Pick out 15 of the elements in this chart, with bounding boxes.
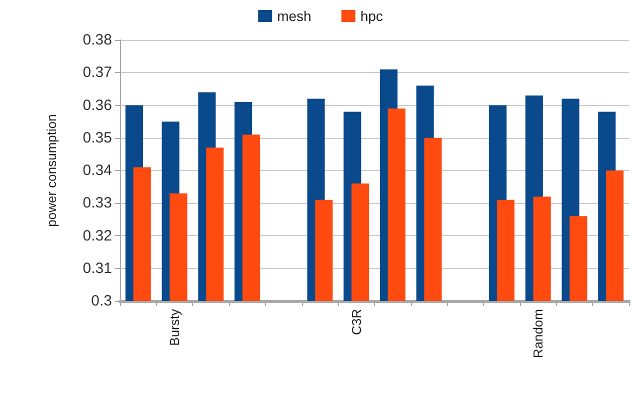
y-axis-title: power consumption	[44, 114, 59, 227]
legend-label: mesh	[277, 8, 312, 24]
x-tick-label: Random	[530, 309, 546, 358]
y-tick-label: 0.35	[82, 129, 112, 146]
y-tick-label: 0.38	[82, 32, 112, 48]
legend-label: hpc	[360, 8, 383, 24]
y-tick-label: 0.32	[82, 227, 112, 244]
y-tick-label: 0.34	[82, 162, 112, 179]
y-tick-label: 0.33	[82, 194, 112, 212]
y-tick-label: 0.3	[91, 292, 112, 310]
x-tick-label: C3R	[348, 309, 364, 336]
y-tick-label: 0.37	[82, 64, 112, 82]
y-tick-label: 0.31	[82, 260, 112, 277]
x-tick-label: Bursty	[167, 308, 182, 346]
y-tick-label: 0.36	[82, 96, 112, 114]
